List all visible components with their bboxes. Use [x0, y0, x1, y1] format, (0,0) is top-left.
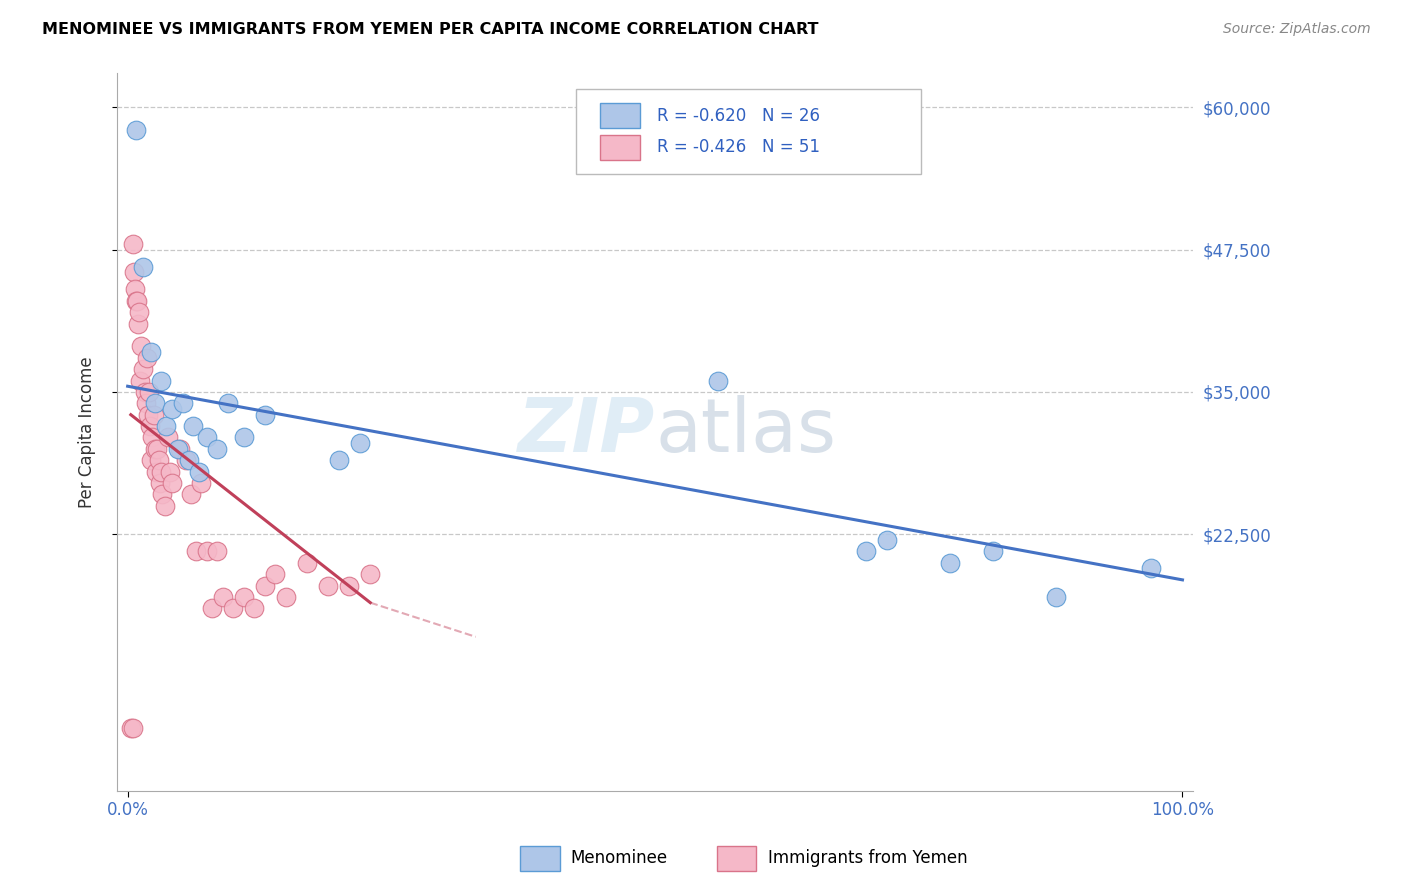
Point	[180, 487, 202, 501]
Point	[274, 590, 297, 604]
Point	[707, 374, 730, 388]
Point	[125, 293, 148, 308]
Point	[145, 465, 167, 479]
Point	[181, 419, 204, 434]
Point	[129, 374, 152, 388]
Point	[349, 436, 371, 450]
Point	[232, 430, 254, 444]
Point	[1140, 561, 1163, 575]
Point	[167, 442, 190, 456]
Text: Immigrants from Yemen: Immigrants from Yemen	[768, 849, 967, 867]
Point	[211, 590, 233, 604]
Point	[139, 345, 162, 359]
Point	[141, 430, 163, 444]
Point	[127, 293, 149, 308]
Point	[156, 430, 179, 444]
Point	[207, 442, 229, 456]
Point	[160, 402, 183, 417]
Point	[253, 578, 276, 592]
Point	[939, 556, 962, 570]
Text: R = -0.620   N = 26: R = -0.620 N = 26	[657, 107, 820, 125]
Point	[1045, 590, 1067, 604]
Point	[146, 442, 169, 456]
Point	[201, 601, 224, 615]
Point	[122, 721, 145, 735]
Point	[132, 362, 155, 376]
Point	[128, 305, 150, 319]
Point	[172, 396, 194, 410]
Text: Source: ZipAtlas.com: Source: ZipAtlas.com	[1223, 22, 1371, 37]
Point	[148, 453, 170, 467]
Point	[125, 123, 148, 137]
Point	[136, 408, 159, 422]
Point	[177, 453, 200, 467]
Point	[337, 578, 360, 592]
Y-axis label: Per Capita Income: Per Capita Income	[79, 356, 96, 508]
Point	[328, 453, 350, 467]
Point	[150, 374, 173, 388]
Point	[135, 396, 157, 410]
Point	[188, 465, 211, 479]
Point	[124, 282, 146, 296]
Point	[122, 236, 145, 251]
Point	[232, 590, 254, 604]
Text: R = -0.426   N = 51: R = -0.426 N = 51	[657, 138, 820, 156]
Point	[295, 556, 318, 570]
Point	[139, 453, 162, 467]
Point	[195, 544, 218, 558]
Point	[855, 544, 877, 558]
Point	[243, 601, 266, 615]
Point	[264, 567, 287, 582]
Point	[143, 442, 166, 456]
Point	[190, 476, 212, 491]
Point	[153, 499, 176, 513]
Text: ZIP: ZIP	[517, 395, 655, 468]
Text: atlas: atlas	[655, 395, 837, 468]
Point	[253, 408, 276, 422]
Point	[152, 487, 174, 501]
Point	[981, 544, 1004, 558]
Point	[359, 567, 381, 582]
Point	[139, 419, 162, 434]
Point	[217, 396, 239, 410]
Point	[143, 396, 166, 410]
Point	[132, 260, 155, 274]
Point	[160, 476, 183, 491]
Point	[134, 384, 156, 399]
Point	[149, 476, 172, 491]
Point	[131, 339, 153, 353]
Point	[120, 721, 142, 735]
Point	[195, 430, 218, 444]
Point	[174, 453, 197, 467]
Point	[169, 442, 191, 456]
Point	[207, 544, 229, 558]
Point	[155, 419, 177, 434]
Point	[143, 408, 166, 422]
Point	[186, 544, 208, 558]
Text: MENOMINEE VS IMMIGRANTS FROM YEMEN PER CAPITA INCOME CORRELATION CHART: MENOMINEE VS IMMIGRANTS FROM YEMEN PER C…	[42, 22, 818, 37]
Text: Menominee: Menominee	[571, 849, 668, 867]
Point	[876, 533, 898, 547]
Point	[222, 601, 245, 615]
Point	[150, 465, 173, 479]
Point	[127, 317, 149, 331]
Point	[135, 351, 157, 365]
Point	[316, 578, 339, 592]
Point	[122, 265, 145, 279]
Point	[159, 465, 181, 479]
Point	[138, 384, 160, 399]
